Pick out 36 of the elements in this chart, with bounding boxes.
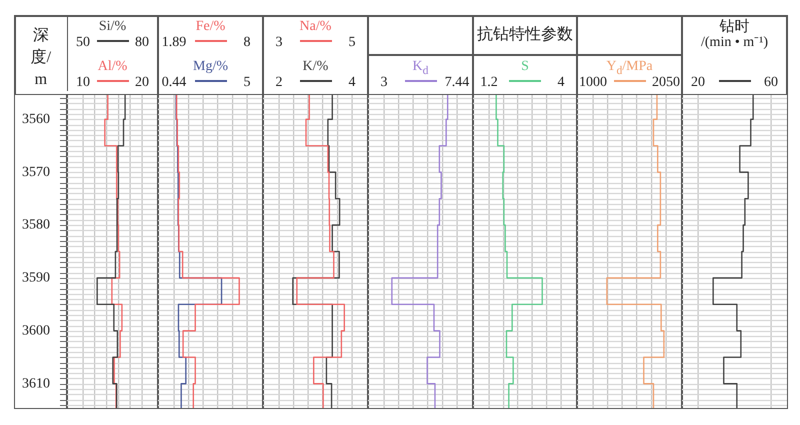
series-label: Mg/% bbox=[192, 59, 229, 75]
x2-tick-label: 0.44 bbox=[162, 75, 186, 91]
x-tick-label: 5 bbox=[348, 35, 356, 51]
y-tick-label: 3600 bbox=[22, 323, 50, 338]
x-tick-label: 4 bbox=[558, 75, 564, 91]
x-tick-label: 8 bbox=[244, 35, 250, 51]
y-tick-label: 3610 bbox=[22, 376, 50, 392]
x-tick-label: 60 bbox=[764, 75, 778, 91]
text: S bbox=[520, 59, 530, 75]
x2-tick-label: 2 bbox=[276, 75, 282, 91]
text: Fe/% bbox=[194, 19, 226, 35]
series-label: Y$_{d}$/MPa bbox=[606, 59, 653, 77]
y-tick-label: 3580 bbox=[22, 218, 50, 233]
series-label: K/% bbox=[302, 59, 330, 75]
x-tick-label: 1.2 bbox=[480, 75, 498, 91]
x-tick-label: 7.44 bbox=[444, 75, 470, 91]
chart-title: 钻时 bbox=[720, 19, 750, 35]
text: Si/% bbox=[98, 19, 128, 35]
y-tick-label: 3570 bbox=[22, 164, 50, 180]
x-tick-label: 2050 bbox=[652, 75, 680, 91]
y-tick-label: 3560 bbox=[22, 112, 50, 127]
y-tick-label: 3590 bbox=[22, 270, 50, 286]
chart-title: 抗钻特性参数 bbox=[477, 26, 573, 43]
series-label: Al/% bbox=[96, 59, 128, 75]
y-axis-title: 深度/m bbox=[30, 26, 52, 90]
x-tick-label: 20 bbox=[691, 75, 705, 91]
x-axis-title: /(min • m⁻¹) bbox=[701, 35, 768, 51]
x-tick-label: 50 bbox=[76, 35, 90, 51]
x-tick-label: 1000 bbox=[579, 75, 607, 91]
x-tick-label: 80 bbox=[135, 35, 149, 51]
text: Na/% bbox=[298, 19, 332, 35]
x-tick-label: 1.89 bbox=[162, 35, 186, 51]
x-tick-label: 3 bbox=[276, 35, 282, 51]
series-label: K$_{d}$ bbox=[412, 59, 428, 77]
x2-tick-label: 10 bbox=[76, 75, 90, 91]
x-tick-label: 3 bbox=[380, 75, 388, 91]
